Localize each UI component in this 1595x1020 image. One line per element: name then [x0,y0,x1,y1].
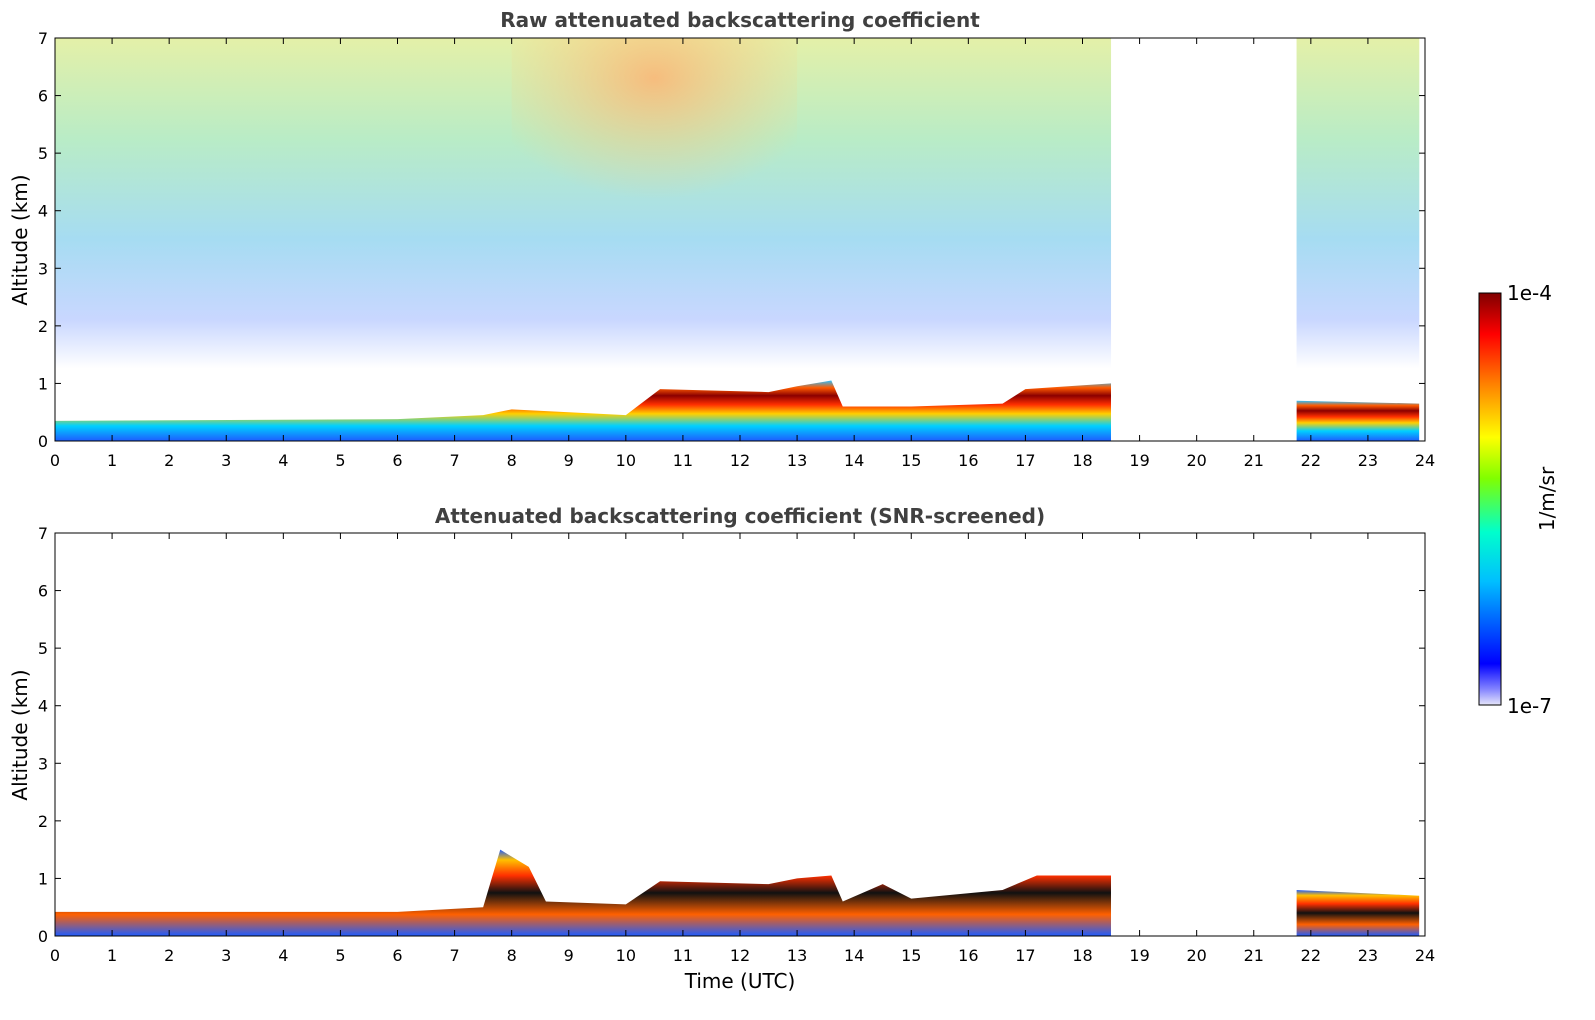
y-tick-label: 3 [38,259,48,278]
x-tick-label: 18 [1072,946,1092,965]
x-tick-label: 23 [1358,451,1378,470]
colorbar: 1e-4 1e-7 1/m/sr [1478,281,1559,718]
boundary-layer-segment-2 [1296,400,1420,441]
x-tick-label: 0 [50,946,60,965]
x-tick-label: 19 [1129,451,1149,470]
panel-raw-x-ticks: 0 1 2 3 4 5 6 7 8 9 10 11 12 13 14 15 16 17 18 19 20 21 22 23 24 [50,38,1435,470]
x-tick-label: 18 [1072,451,1092,470]
panel-screened-x-ticks: 0 1 2 3 4 5 6 7 8 9 10 11 12 13 14 15 16 17 18 19 20 21 22 23 24 [50,533,1435,965]
x-tick-label: 7 [449,946,459,965]
y-tick-label: 4 [38,202,48,221]
x-tick-label: 2 [164,946,174,965]
panel-screened-ylabel: Altitude (km) [8,669,32,800]
y-tick-label: 4 [38,697,48,716]
y-tick-label: 5 [38,639,48,658]
x-tick-label: 3 [221,946,231,965]
x-tick-label: 17 [1015,946,1035,965]
colorbar-bar [1478,292,1502,706]
panel-screened-y-ticks: 0 1 2 3 4 5 6 7 [38,524,1425,946]
boundary-layer-segment-2 [1296,889,1420,936]
x-tick-label: 11 [673,451,693,470]
x-tick-label: 16 [958,946,978,965]
x-tick-label: 1 [107,946,117,965]
y-tick-label: 1 [38,869,48,888]
panel-screened-xlabel: Time (UTC) [684,969,796,993]
x-tick-label: 13 [787,451,807,470]
y-tick-label: 0 [38,432,48,451]
x-tick-label: 9 [564,946,574,965]
boundary-layer-segment-1 [55,380,1112,441]
y-tick-label: 6 [38,87,48,106]
colorbar-unit-label: 1/m/sr [1535,466,1559,531]
colorbar-min-label: 1e-7 [1507,694,1552,718]
x-tick-label: 11 [673,946,693,965]
x-tick-label: 14 [844,946,864,965]
x-tick-label: 4 [278,451,288,470]
colorbar-max-label: 1e-4 [1507,281,1552,305]
x-tick-label: 22 [1301,451,1321,470]
x-tick-label: 19 [1129,946,1149,965]
x-tick-label: 4 [278,946,288,965]
panel-raw-ylabel: Altitude (km) [8,174,32,305]
x-tick-label: 5 [335,946,345,965]
x-tick-label: 22 [1301,946,1321,965]
y-tick-label: 1 [38,374,48,393]
panel-screened: Attenuated backscattering coefficient (S… [8,504,1435,993]
x-tick-label: 12 [730,946,750,965]
boundary-layer-segment-1 [55,849,1112,936]
x-tick-label: 21 [1244,946,1264,965]
x-tick-label: 24 [1415,946,1435,965]
panel-raw-y-ticks: 0 1 2 3 4 5 6 7 [38,29,1425,451]
y-tick-label: 0 [38,927,48,946]
x-tick-label: 6 [392,451,402,470]
x-tick-label: 20 [1186,451,1206,470]
y-tick-label: 5 [38,144,48,163]
panel-screened-title: Attenuated backscattering coefficient (S… [435,504,1045,528]
data-gap-1 [1111,38,1297,441]
y-tick-label: 7 [38,29,48,48]
y-tick-label: 6 [38,582,48,601]
data-gap-2 [1419,38,1425,441]
x-tick-label: 21 [1244,451,1264,470]
x-tick-label: 24 [1415,451,1435,470]
x-tick-label: 14 [844,451,864,470]
y-tick-label: 2 [38,812,48,831]
x-tick-label: 0 [50,451,60,470]
x-tick-label: 15 [901,946,921,965]
panel-screened-heatmap [55,533,1425,936]
x-tick-label: 6 [392,946,402,965]
x-tick-label: 17 [1015,451,1035,470]
x-tick-label: 20 [1186,946,1206,965]
raw-noise-warm-region [511,38,798,240]
panel-raw-heatmap [55,38,1425,441]
x-tick-label: 3 [221,451,231,470]
data-gap-1 [1111,533,1297,936]
x-tick-label: 8 [507,451,517,470]
y-tick-label: 2 [38,317,48,336]
x-tick-label: 8 [507,946,517,965]
x-tick-label: 9 [564,451,574,470]
x-tick-label: 10 [616,946,636,965]
panel-raw: Raw attenuated backscattering coefficien… [8,8,1435,470]
y-tick-label: 3 [38,754,48,773]
x-tick-label: 16 [958,451,978,470]
x-tick-label: 12 [730,451,750,470]
x-tick-label: 15 [901,451,921,470]
x-tick-label: 7 [449,451,459,470]
x-tick-label: 2 [164,451,174,470]
x-tick-label: 13 [787,946,807,965]
x-tick-label: 10 [616,451,636,470]
data-gap-2 [1419,533,1425,936]
x-tick-label: 1 [107,451,117,470]
panel-raw-title: Raw attenuated backscattering coefficien… [500,8,980,32]
x-tick-label: 23 [1358,946,1378,965]
x-tick-label: 5 [335,451,345,470]
y-tick-label: 7 [38,524,48,543]
